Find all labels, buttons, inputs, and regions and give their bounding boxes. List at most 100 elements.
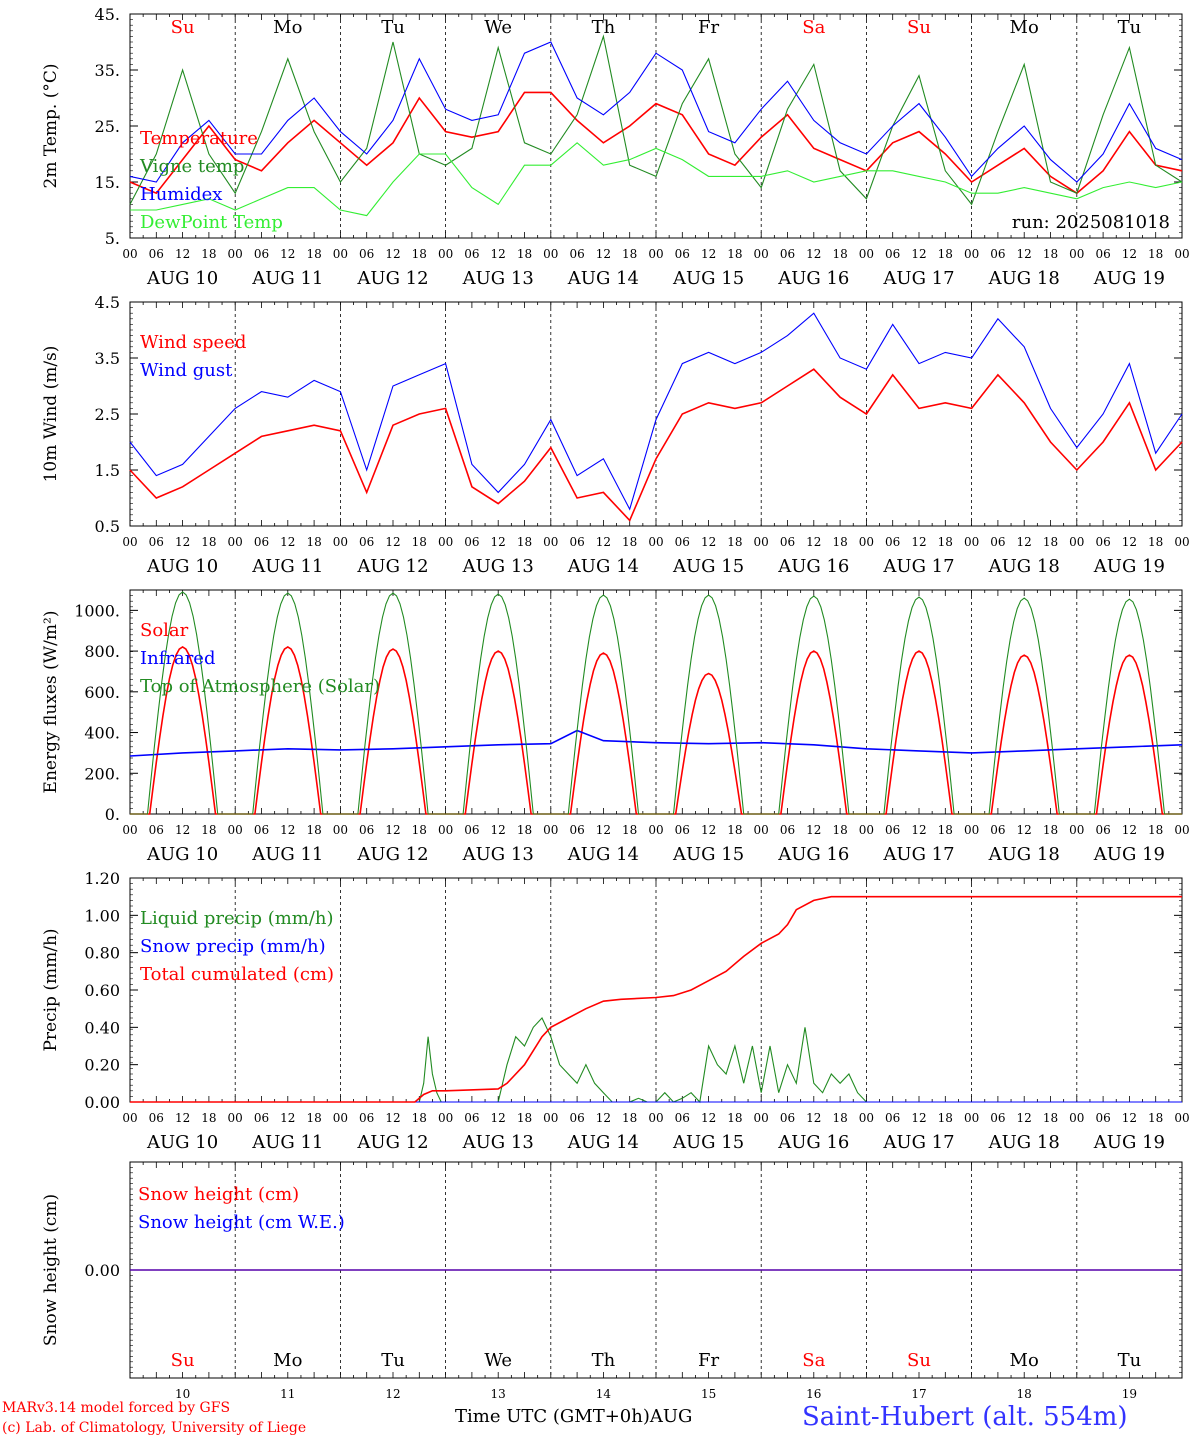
- hour-tick-label: 00: [438, 823, 453, 837]
- date-label: AUG 13: [462, 1132, 534, 1153]
- series-line-dewpoint-temp: [130, 142, 1183, 217]
- date-label: AUG 17: [882, 268, 954, 289]
- hour-tick-label: 06: [569, 1111, 584, 1125]
- hour-tick-label: 12: [1017, 1111, 1032, 1125]
- hour-tick-label: 12: [1017, 823, 1032, 837]
- day-number: 12: [385, 1387, 400, 1401]
- hour-tick-label: 12: [280, 823, 295, 837]
- hour-tick-label: 06: [780, 823, 795, 837]
- y-tick-label: 5.: [105, 229, 120, 248]
- hour-tick-label: 06: [254, 535, 269, 549]
- series-line-infrared: [129, 729, 1183, 757]
- day-name: We: [484, 17, 512, 38]
- date-label: AUG 17: [882, 844, 954, 865]
- hour-tick-label: 18: [1148, 823, 1163, 837]
- hour-tick-label: 00: [964, 247, 979, 261]
- hour-tick-label: 18: [1043, 1111, 1058, 1125]
- hour-tick-label: 06: [990, 535, 1005, 549]
- hour-tick-label: 06: [149, 535, 164, 549]
- day-name: Tu: [381, 17, 405, 38]
- time-axis-caption: Time UTC (GMT+0h)AUG: [455, 1406, 693, 1427]
- day-number: 18: [1017, 1387, 1032, 1401]
- hour-tick-label: 00: [122, 247, 137, 261]
- hour-tick-label: 12: [596, 247, 611, 261]
- hour-tick-label: 00: [859, 535, 874, 549]
- hour-tick-label: 18: [412, 1111, 427, 1125]
- hour-tick-label: 00: [228, 535, 243, 549]
- hour-tick-label: 06: [885, 247, 900, 261]
- legend-entry: Snow height (cm W.E.): [138, 1212, 345, 1233]
- hour-tick-label: 06: [569, 535, 584, 549]
- y-axis-label: Precip (mm/h): [41, 928, 61, 1051]
- y-tick-label: 1000.: [74, 601, 120, 620]
- hour-tick-label: 00: [543, 823, 558, 837]
- day-name: Fr: [698, 17, 719, 38]
- y-tick-label: 800.: [84, 642, 120, 661]
- panel-2: 4.5 3.5 2.5 1.5 0.5 10m Wind (m/s) 00 06 12 18 AUG…: [41, 293, 1190, 577]
- panel-5: 0.00 Snow height (cm) Su Mo Tu We Th Fr Sa Su Mo Tu…: [41, 1161, 1183, 1401]
- y-tick-label: 45.: [95, 5, 120, 24]
- hour-tick-label: 06: [359, 247, 374, 261]
- hour-tick-label: 12: [701, 535, 716, 549]
- hour-tick-label: 18: [727, 535, 742, 549]
- panel-1: 45. 35. 25. 15. 5. 2m Temp. (°C) 00 06 12 18 AUG 1…: [41, 5, 1190, 289]
- date-label: AUG 11: [251, 556, 323, 577]
- date-label: AUG 19: [1093, 1132, 1165, 1153]
- hour-tick-label: 00: [1069, 823, 1084, 837]
- hour-tick-label: 00: [333, 535, 348, 549]
- hour-tick-label: 06: [149, 823, 164, 837]
- hour-tick-label: 00: [1069, 535, 1084, 549]
- y-tick-label: 0.00: [84, 1093, 120, 1112]
- date-label: AUG 16: [777, 268, 849, 289]
- date-label: AUG 10: [146, 556, 218, 577]
- y-tick-label: 600.: [84, 683, 120, 702]
- hour-tick-label: 06: [675, 535, 690, 549]
- hour-tick-label: 18: [832, 1111, 847, 1125]
- hour-tick-label: 18: [306, 247, 321, 261]
- hour-tick-label: 06: [359, 1111, 374, 1125]
- hour-tick-label: 06: [254, 823, 269, 837]
- date-label: AUG 13: [462, 844, 534, 865]
- hour-tick-label: 06: [885, 535, 900, 549]
- legend-entry: Solar: [140, 620, 189, 641]
- day-name: Th: [592, 1350, 616, 1371]
- hour-tick-label: 06: [464, 247, 479, 261]
- legend-entry: Wind gust: [140, 360, 233, 381]
- hour-tick-label: 06: [675, 823, 690, 837]
- legend-entry: Vigne temp: [139, 156, 244, 177]
- hour-tick-label: 12: [385, 823, 400, 837]
- hour-tick-label: 12: [280, 247, 295, 261]
- hour-tick-label: 12: [1122, 823, 1137, 837]
- hour-tick-label: 18: [1043, 823, 1058, 837]
- hour-tick-label: 18: [306, 823, 321, 837]
- hour-tick-label: 12: [1122, 1111, 1137, 1125]
- hour-tick-label: 00: [438, 1111, 453, 1125]
- day-name: Tu: [1118, 1350, 1142, 1371]
- hour-tick-label: 00: [648, 535, 663, 549]
- hour-tick-label: 12: [1122, 247, 1137, 261]
- day-name: Su: [907, 1350, 931, 1371]
- hour-tick-label: 06: [885, 823, 900, 837]
- series-line-wind-gust: [129, 312, 1183, 511]
- y-tick-label: 0.5: [95, 517, 120, 536]
- hour-tick-label: 00: [754, 535, 769, 549]
- hour-tick-label: 18: [1043, 535, 1058, 549]
- date-label: AUG 17: [882, 556, 954, 577]
- date-label: AUG 19: [1093, 268, 1165, 289]
- date-label: AUG 15: [672, 268, 744, 289]
- y-tick-label: 0.40: [84, 1018, 120, 1037]
- hour-tick-label: 12: [596, 823, 611, 837]
- hour-tick-label: 00: [648, 823, 663, 837]
- day-name: Mo: [273, 1350, 302, 1371]
- date-label: AUG 19: [1093, 844, 1165, 865]
- hour-tick-label: 00: [964, 1111, 979, 1125]
- legend-entry: Top of Atmosphere (Solar): [140, 676, 380, 697]
- date-label: AUG 11: [251, 268, 323, 289]
- date-label: AUG 13: [462, 268, 534, 289]
- hour-tick-label: 06: [780, 535, 795, 549]
- y-tick-label: 25.: [95, 117, 120, 136]
- series-line-top-of-atmosphere-solar-: [130, 591, 1182, 815]
- day-number: 15: [701, 1387, 716, 1401]
- hour-tick-label: 18: [201, 247, 216, 261]
- hour-tick-label: 18: [412, 823, 427, 837]
